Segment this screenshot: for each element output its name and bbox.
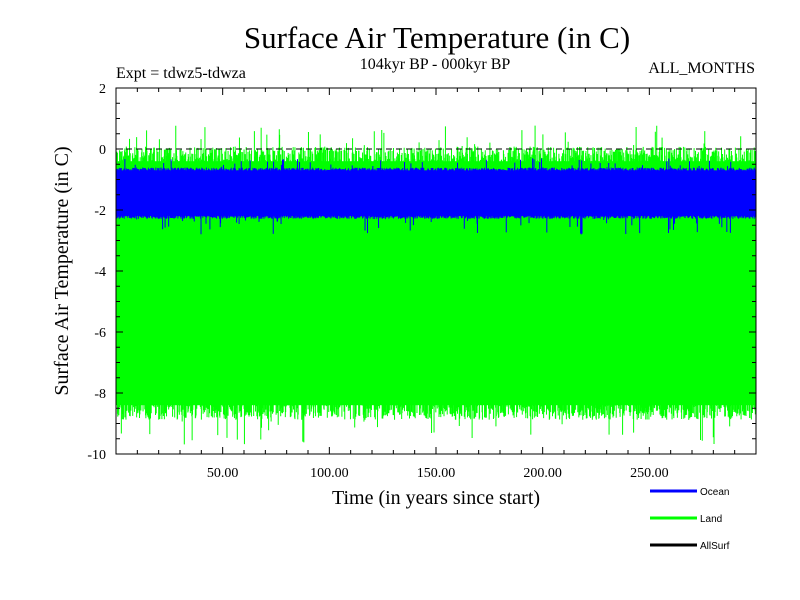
- x-tick-label: 150.00: [417, 466, 456, 481]
- chart-title: Surface Air Temperature (in C): [244, 20, 630, 55]
- x-tick-label: 50.00: [207, 466, 239, 481]
- y-tick-label: -6: [94, 326, 106, 341]
- x-tick-label: 100.00: [310, 466, 349, 481]
- experiment-label: Expt = tdwz5-tdwza: [116, 65, 246, 82]
- text-layer: Surface Air Temperature (in C) 104kyr BP…: [51, 20, 755, 509]
- y-axis-label: Surface Air Temperature (in C): [51, 146, 73, 395]
- x-tick-label: 250.00: [630, 466, 669, 481]
- y-tick-label: -8: [94, 387, 106, 402]
- y-tick-label: -4: [94, 265, 106, 280]
- x-axis-label: Time (in years since start): [332, 487, 540, 509]
- legend: Ocean Land AllSurf: [650, 487, 730, 552]
- chart-subtitle: 104kyr BP - 000kyr BP: [360, 56, 511, 73]
- y-tick-label: -10: [87, 448, 106, 463]
- y-tick-label: -2: [94, 204, 106, 219]
- legend-label-ocean: Ocean: [700, 487, 729, 498]
- legend-label-allsurf: AllSurf: [700, 541, 730, 552]
- x-tick-label: 200.00: [523, 466, 562, 481]
- y-tick-label: 0: [99, 143, 106, 158]
- series-layer: [115, 125, 757, 445]
- period-label: ALL_MONTHS: [648, 60, 755, 77]
- y-tick-label: 2: [99, 82, 106, 97]
- legend-label-land: Land: [700, 514, 722, 525]
